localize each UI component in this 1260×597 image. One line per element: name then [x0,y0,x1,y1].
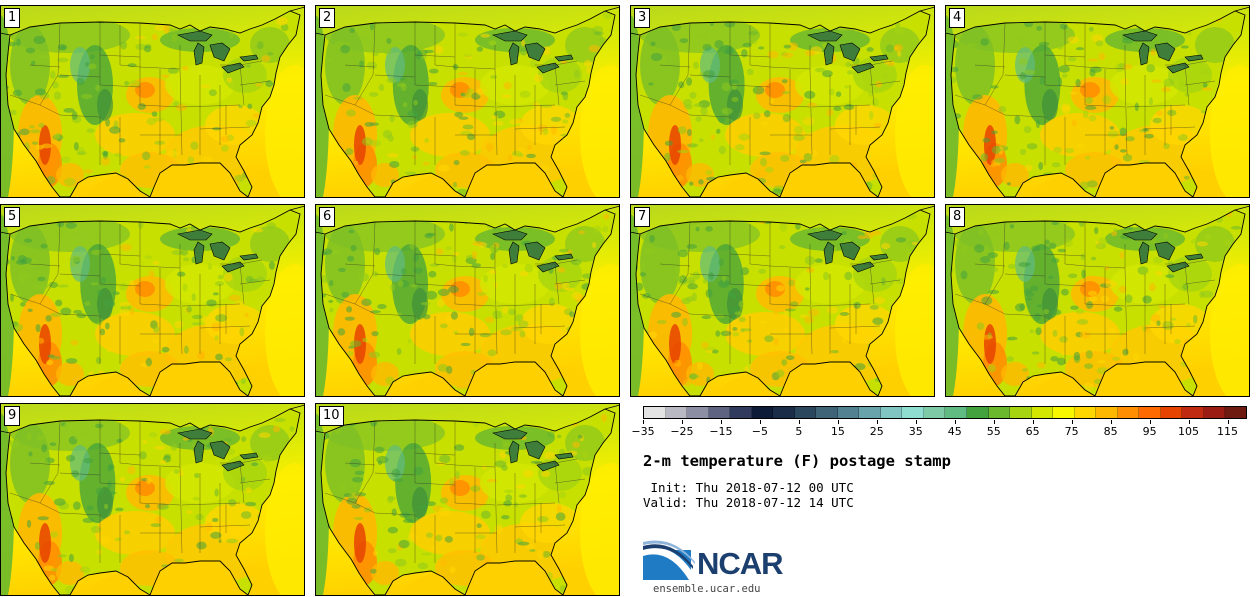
member-number-label: 4 [949,8,966,28]
colorbar-tick-label: 105 [1178,425,1200,438]
member-number-label: 1 [4,8,21,28]
colorbar-bin [923,407,946,418]
colorbar-bin [859,407,881,418]
colorbar-tick-label: 95 [1142,425,1157,438]
colorbar-tick-label: 45 [947,425,962,438]
valid-time: Valid: Thu 2018-07-12 14 UTC [643,495,854,510]
colorbar-bin [1031,407,1054,418]
colorbar-bin [1139,407,1161,418]
colorbar-tick-label: −15 [709,425,733,438]
init-time: Init: Thu 2018-07-12 00 UTC [643,480,854,495]
member-number-label: 5 [4,207,21,227]
member-number-label: 6 [319,207,336,227]
colorbar-bin [708,407,731,418]
colorbar-tick-label: 115 [1217,425,1239,438]
colorbar-tick [798,420,800,424]
colorbar-tick [720,420,722,424]
colorbar-bin [730,407,752,418]
colorbar-tick [1149,420,1151,424]
temperature-colorbar [643,406,1247,419]
ensemble-member-panel-7: 7 [630,204,935,397]
ensemble-member-panel-1: 1 [0,5,305,198]
figure-title: 2-m temperature (F) postage stamp [643,452,951,470]
member-number-label: 8 [949,207,966,227]
colorbar-ticks: −35 −25 −15 −5 5 15 25 35 45 55 65 75 85 95 105 115 [631,420,1247,442]
colorbar-tick [643,420,644,424]
colorbar-tick [915,420,917,424]
temperature-field-svg [315,204,620,397]
temperature-field-svg [630,5,935,198]
colorbar-bin [794,407,817,418]
colorbar-bin [1117,407,1140,418]
colorbar-bin [1074,407,1097,418]
colorbar-tick-label: 55 [986,425,1001,438]
colorbar-bin [837,407,860,418]
colorbar-tick-label: 25 [869,425,884,438]
colorbar-bin [988,407,1011,418]
colorbar-bin [1182,407,1204,418]
colorbar-bin [902,407,924,418]
colorbar-bin [665,407,688,418]
colorbar-bin [1225,407,1246,418]
temperature-field-svg [0,403,305,596]
colorbar-tick-label: −35 [631,425,655,438]
ensemble-member-panel-10: 10 [315,403,620,596]
member-number-label: 3 [634,8,651,28]
colorbar-tick-label: −5 [751,425,768,438]
member-number-label: 9 [4,406,21,426]
colorbar-tick-label: 35 [908,425,923,438]
colorbar-tick-label: 5 [795,425,803,438]
colorbar-bin [687,407,709,418]
ensemble-member-panel-3: 3 [630,5,935,198]
member-number-label: 7 [634,207,651,227]
temperature-field-svg [945,204,1250,397]
temperature-field-svg [0,5,305,198]
colorbar-bin [966,407,989,418]
colorbar-bin [1160,407,1183,418]
ensemble-member-panel-4: 4 [945,5,1250,198]
colorbar-bin [751,407,774,418]
temperature-field-svg [0,204,305,397]
colorbar-tick [1188,420,1190,424]
colorbar-bin [1010,407,1032,418]
colorbar-bin [816,407,838,418]
temperature-field-svg [315,5,620,198]
colorbar-tick-label: −25 [670,425,694,438]
colorbar-bin [644,407,666,418]
ensemble-member-panel-2: 2 [315,5,620,198]
colorbar-tick-label: 65 [1025,425,1040,438]
colorbar-tick [681,420,683,424]
ensemble-member-panel-6: 6 [315,204,620,397]
colorbar-tick [1032,420,1034,424]
colorbar-bin [1203,407,1226,418]
temperature-field-svg [630,204,935,397]
colorbar-bin [945,407,967,418]
member-number-label: 10 [319,406,344,426]
colorbar-tick [1227,420,1229,424]
colorbar-bin [880,407,903,418]
colorbar-tick [993,420,995,424]
colorbar-tick [837,420,839,424]
temperature-field-svg [315,403,620,596]
ensemble-member-panel-9: 9 [0,403,305,596]
colorbar-tick [1110,420,1112,424]
ensemble-member-panel-8: 8 [945,204,1250,397]
member-number-label: 2 [319,8,336,28]
colorbar-bin [1096,407,1118,418]
logo-url: ensemble.ucar.edu [653,583,761,595]
colorbar-tick [1071,420,1073,424]
colorbar-tick [954,420,956,424]
ncar-logo-text: NCAR [697,546,784,581]
colorbar-tick [759,420,761,424]
temperature-field-svg [945,5,1250,198]
colorbar-tick-label: 75 [1064,425,1079,438]
colorbar-tick-label: 85 [1103,425,1118,438]
ncar-logo-icon [643,540,695,580]
colorbar-bin [773,407,795,418]
colorbar-bin [1053,407,1075,418]
colorbar-tick [876,420,878,424]
colorbar-tick-label: 15 [830,425,845,438]
ensemble-member-panel-5: 5 [0,204,305,397]
